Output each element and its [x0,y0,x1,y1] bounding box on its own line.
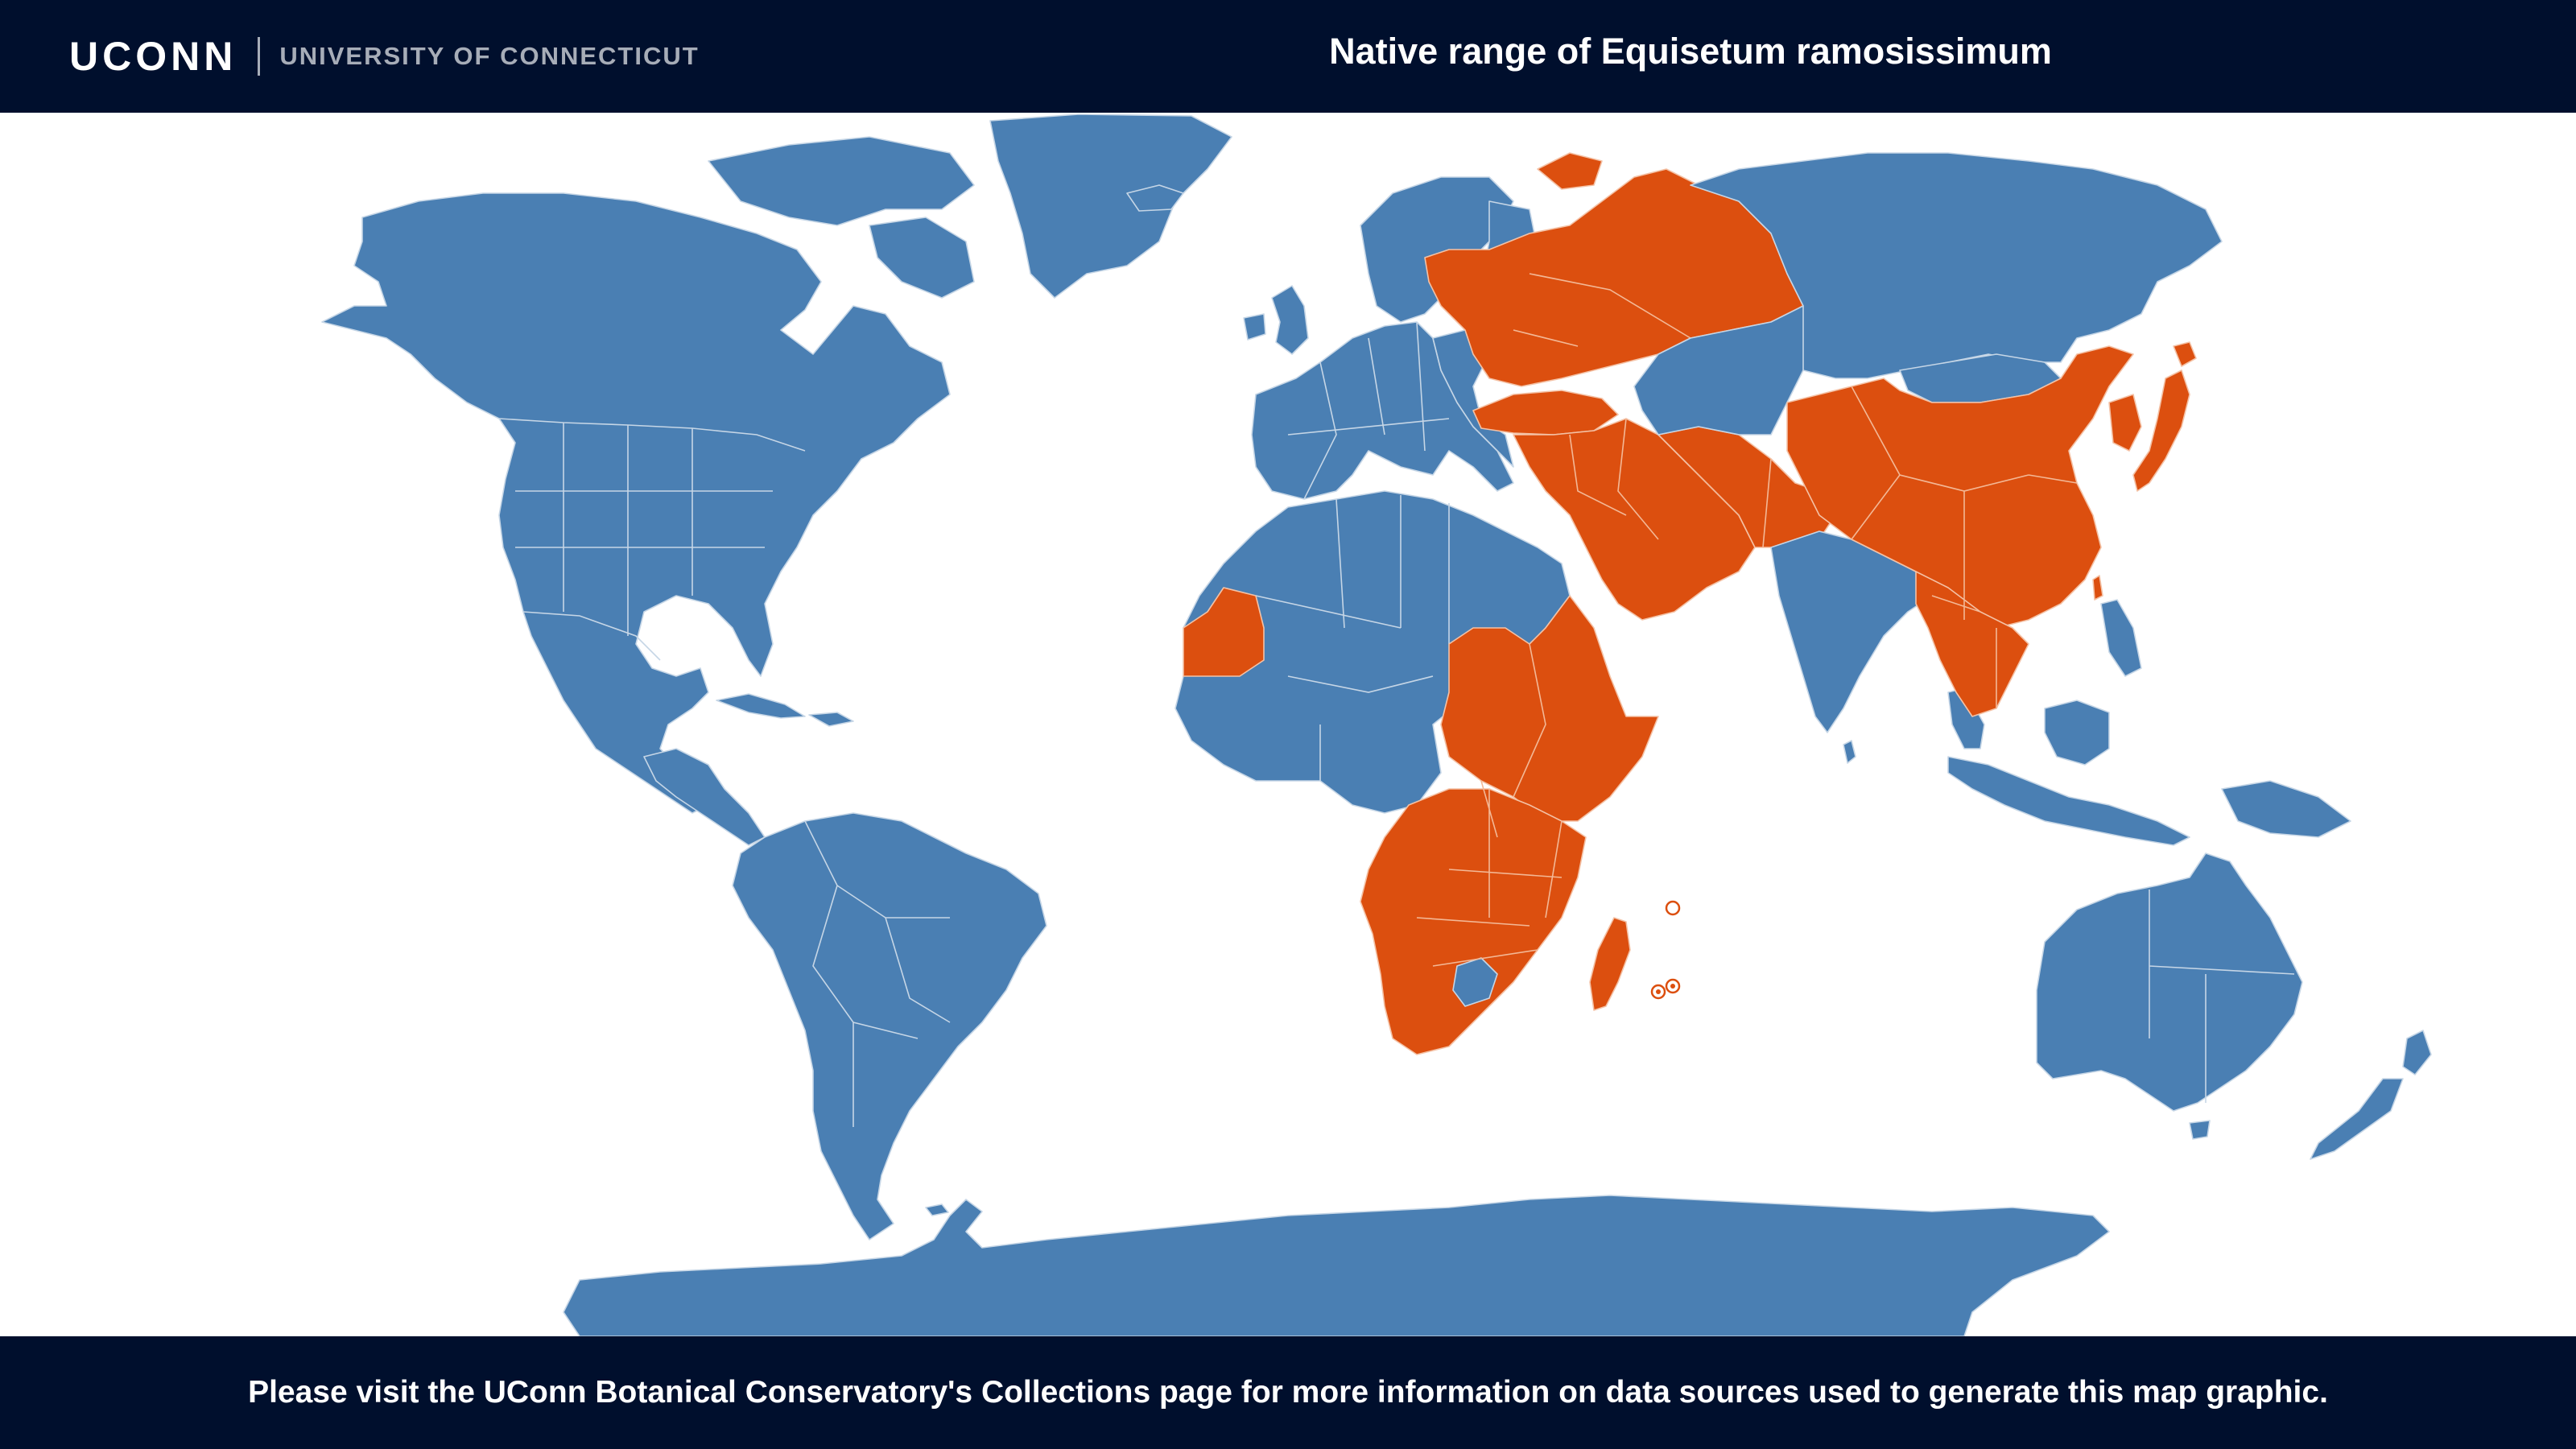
data-sources-note[interactable]: Please visit the UConn Botanical Conserv… [248,1375,2328,1410]
border-south-america [804,820,951,1127]
region-hispaniola [808,712,854,727]
region-kola [1537,152,1603,190]
world-map [0,113,2576,1336]
border-state-lines [515,423,773,636]
border-us-mexico [522,611,661,661]
uconn-logo[interactable]: UCONN UNIVERSITY OF CONNECTICUT [69,32,700,80]
antarctica [563,1195,2110,1336]
region-great-britain [1271,285,1309,355]
rodrigues-marker-core [1656,989,1661,994]
region-south-america [732,812,1047,1241]
region-central-america [643,748,766,846]
region-tasmania [2189,1120,2211,1140]
border-europe [1287,321,1450,500]
region-baffin-island [869,217,975,299]
region-iceland [1126,184,1184,212]
oceania [2036,852,2432,1160]
border-east-africa [1416,643,1563,967]
region-middle-east [1513,418,1756,621]
region-india [1770,530,1933,733]
region-taiwan [2092,575,2103,601]
region-north-west-africa [1174,490,1571,814]
region-borneo [2044,700,2110,766]
reunion-marker-core [1670,984,1675,989]
europe [1126,176,1538,500]
region-korea [2108,394,2142,452]
region-hokkaido [2173,341,2197,367]
mauritius-marker [1665,900,1681,916]
map-title: Native range of Equisetum ramosissimum [1329,31,2052,72]
region-indonesia [1947,756,2190,846]
logo-wordmark: UCONN [69,34,237,79]
region-greenland [989,114,1232,299]
south-america [732,812,1047,1241]
region-japan [2132,369,2190,492]
header-bar: UCONN UNIVERSITY OF CONNECTICUT Native r… [0,0,2576,113]
world-map-svg [321,114,2432,1336]
logo-divider [258,37,261,76]
border-us-canada [498,418,806,452]
region-new-guinea [2221,780,2351,838]
native-eurasia [1424,152,1836,621]
border-middle-east [1513,273,1772,548]
region-new-zealand-north [2402,1030,2432,1075]
region-new-zealand-south [2310,1078,2404,1160]
region-turkey [1472,390,1619,436]
region-ireland [1243,313,1266,341]
region-arctic-islands [708,136,975,226]
region-sri-lanka [1843,740,1856,764]
north-america [321,114,1232,846]
logo-university-name: UNIVERSITY OF CONNECTICUT [279,42,700,70]
region-australia [2036,852,2303,1112]
africa [1174,490,1681,1055]
rodrigues-marker [1650,984,1666,1000]
footer-bar: Please visit the UConn Botanical Conserv… [0,1336,2576,1449]
asia-not-native [1633,152,2351,846]
region-mauritania [1183,587,1265,677]
region-sudan-ethiopia [1440,595,1659,822]
reunion-marker [1665,978,1681,994]
region-falklands [925,1203,949,1216]
native-east-asia [1786,341,2197,717]
region-madagascar [1589,917,1631,1011]
border-east-asia [1851,386,2078,708]
border-australia [2149,890,2295,1103]
region-north-america-mainland [321,192,951,814]
region-central-asia [1633,305,1804,436]
region-cuba [716,693,806,719]
region-antarctica [563,1195,2110,1336]
border-north-africa [1255,495,1450,781]
region-philippines [2100,599,2142,677]
